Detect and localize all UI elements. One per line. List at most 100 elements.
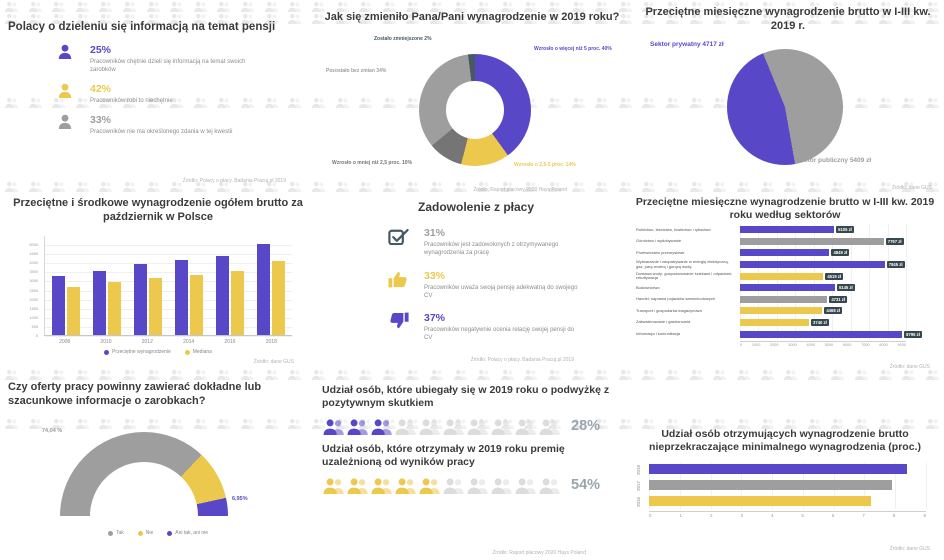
people-group-icon [902,418,916,429]
person-icon-wrap [52,83,77,105]
people-group-icon [784,181,798,192]
gridline [869,224,871,340]
people-group-icon [878,369,892,380]
x-tick-label: 7 [862,512,865,518]
avg-median-legend: Przeciętne wynagrodzenie Mediana [8,349,308,355]
people-group-icon [515,478,536,494]
legend-item: Nie [137,530,153,536]
panel-title: Przeciętne miesięczne wynagrodzenie brut… [645,6,931,33]
x-tick-label: 2016 [224,339,236,345]
thumbs-up-icon-wrap [386,270,411,300]
gauge-value-label: 74,04 % [42,428,63,434]
x-tick-label: 8000 [879,342,888,347]
people-group-icon [491,419,512,435]
stat-item: 25% Pracowników chętnie dzieli się inform… [52,44,310,74]
people-group-icon [618,1,632,12]
people-group-icon [713,97,727,108]
people-group-icon [666,1,680,12]
job-offers-legend: Tak Nie Ani tak, ani nie [8,530,308,536]
people-group-icon [241,369,255,380]
bonus_pictogram-value: 54% [571,477,601,494]
x-tick-label: 2000 [770,342,779,347]
people-group-icon [854,181,869,192]
sector-label: Przetwórstwo przemysłowe [636,249,685,255]
people-group-icon [807,13,821,24]
people-group-icon [311,97,326,108]
donut-segment-label: Wzrosło o mniej niż 2,5 proc. 10% [332,160,413,166]
bonus-title: Udział osób, które otrzymały w 2019 roku… [322,442,565,469]
people-group-icon [618,369,632,380]
year-label: 2016 [636,496,641,507]
people-group-icon [52,97,66,108]
person-icon [58,114,71,129]
people-group-icon [419,478,440,494]
people-group-icon [99,1,113,12]
sector-row: Transport i gospodarka magazynowa 4468 zł [636,305,934,317]
people-group-icon [406,418,420,429]
legend-label: Ani tak, ani nie [175,530,209,536]
avg-median-plot [44,236,292,337]
people-group-icon [75,181,89,192]
bar [92,270,106,335]
gridline [45,299,292,301]
people-group-icon [477,369,491,380]
stat-item: 31% Pracowników jest zadowolonych z otrzy… [386,227,622,257]
sector-label: Informacja i komunikacja [636,330,681,336]
people-group-icon [878,97,892,108]
people-group-icon [193,181,207,192]
people-group-icon [146,1,160,12]
gridline [45,263,292,265]
description-text: Pracowników negatywnie ocenia relację sw… [424,326,575,341]
people-group-icon [515,419,536,435]
people-group-icon [666,97,680,108]
people-group-icon [170,369,184,380]
people-group-icon [571,97,585,108]
people-group-icon [618,97,632,108]
people-group-icon [146,97,160,108]
percentage-value: 37% [424,311,446,324]
people-group-icon [288,181,302,192]
sector-chart: Rolnictwo, leśnictwo, łowiectwo i rybact… [636,224,934,347]
panel-title: Przeciętne miesięczne wynagrodzenie brut… [635,196,935,222]
people-group-icon [406,1,420,12]
bar-group [175,260,204,335]
gridline [850,224,852,340]
x-tick-label: 6 [831,512,835,518]
person-icon [58,83,71,98]
people-group-icon [75,97,89,108]
y-tick-label: 0 [35,334,38,338]
percentage-value: 33% [90,114,112,126]
source-note: Źródło: Polacy o płacy. Badania Pracuj.p… [470,357,574,363]
people-group-icon [382,181,396,192]
person-icon [58,44,71,59]
people-group-icon [689,369,703,380]
source-note: Źródło: Raport płacowy 2020 Hays Poland [473,187,567,193]
people-group-icon [477,13,491,24]
people-group-icon [831,369,845,380]
people-group-icon [453,1,467,12]
sector-row: Handel; naprawa pojazdów samochodowych 47… [636,294,934,306]
people-group-icon [371,419,392,435]
people-group-icon [784,418,798,429]
people-group-icon [146,181,160,192]
people-group-icon [453,369,467,380]
year-row: 2017 [636,479,930,492]
donut-segment-label: Zostało zmniejszone 2% [374,36,432,42]
min-wage-chart: 2018 2017 2016 0 1 2 3 4 5 6 7 8 9 [636,462,930,518]
gridline [795,224,797,340]
raise_pictogram-row [322,418,561,435]
people-group-icon [335,97,349,108]
people-group-icon [524,1,538,12]
people-group-icon [335,181,349,192]
people-group-icon [75,418,89,429]
sector-row: Górnictwo i wydobywanie 7797 zł [636,236,934,248]
people-group-icon [925,181,939,192]
people-group-icon [359,13,373,24]
people-group-icon [123,418,137,429]
bar [740,319,810,327]
x-tick-label: 2018 [265,339,277,345]
gridline [895,462,897,509]
people-group-icon [902,181,916,192]
y-tick-label: 4500 [29,252,38,257]
people-group-icon [642,97,656,108]
